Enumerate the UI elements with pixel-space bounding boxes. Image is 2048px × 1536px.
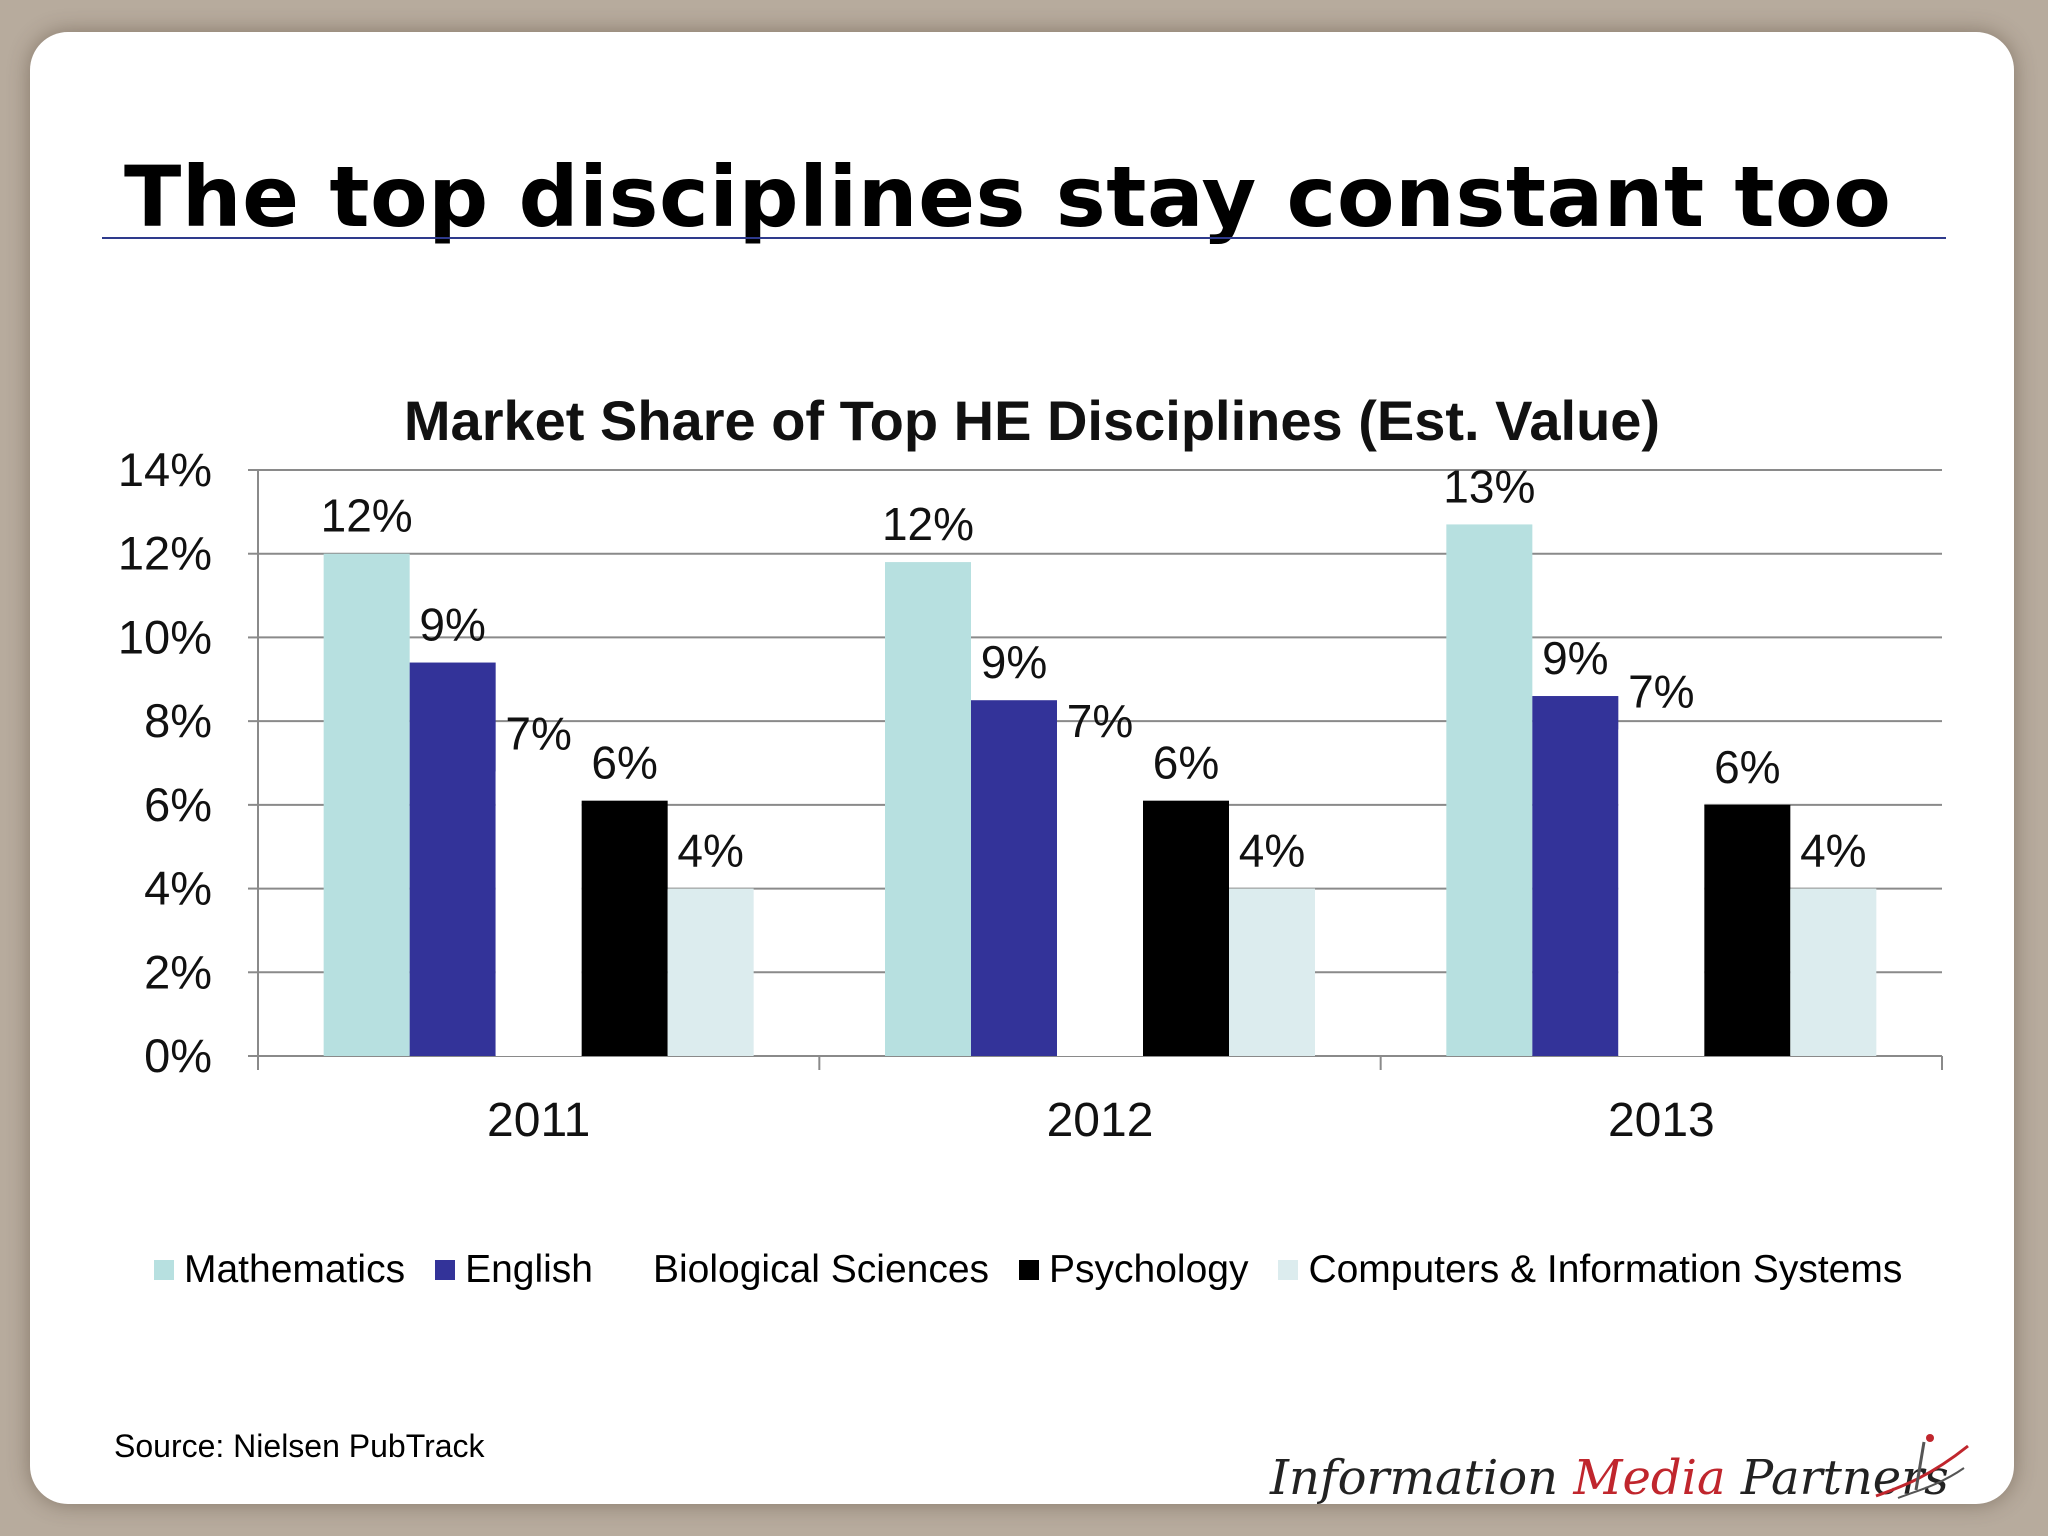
data-label: 7% — [505, 707, 571, 759]
bar — [667, 888, 754, 1056]
y-tick-label: 4% — [144, 862, 212, 915]
bar — [1229, 888, 1315, 1056]
data-label: 7% — [1067, 695, 1133, 747]
bar — [1790, 888, 1877, 1056]
legend-label: Mathematics — [184, 1248, 406, 1291]
data-label: 9% — [1542, 632, 1608, 684]
bar — [409, 662, 496, 1056]
data-label: 6% — [591, 737, 657, 789]
source-note: Source: Nielsen PubTrack — [114, 1428, 485, 1464]
logo-word-partners: Partners — [1740, 1450, 1949, 1504]
legend-item: Computers & Information Systems — [1278, 1248, 1902, 1292]
slide: The top disciplines stay constant too Ma… — [30, 32, 2014, 1504]
bar — [1446, 524, 1533, 1056]
title-underline — [102, 237, 1946, 239]
legend-label: Computers & Information Systems — [1308, 1248, 1903, 1291]
legend-item: English — [435, 1248, 593, 1292]
data-label: 12% — [321, 490, 413, 542]
y-tick-label: 14% — [118, 443, 212, 496]
bar — [1057, 758, 1143, 1056]
y-tick-label: 8% — [144, 694, 212, 747]
legend-swatch — [623, 1260, 643, 1280]
bar — [971, 700, 1057, 1056]
bar — [1618, 729, 1705, 1056]
legend-swatch — [154, 1260, 174, 1280]
data-label: 6% — [1153, 737, 1219, 789]
x-tick-label: 2013 — [1608, 1094, 1715, 1147]
logo-swoosh-icon — [1875, 1434, 1969, 1499]
bar — [581, 800, 668, 1056]
bar — [323, 553, 410, 1056]
legend-item: Mathematics — [154, 1248, 405, 1292]
legend-label: English — [465, 1248, 593, 1291]
chart-title: Market Share of Top HE Disciplines (Est.… — [404, 389, 1660, 452]
data-label: 9% — [981, 636, 1047, 688]
legend-label: Biological Sciences — [653, 1248, 990, 1291]
slide-title: The top disciplines stay constant too — [124, 148, 1892, 246]
legend-swatch — [1278, 1260, 1299, 1280]
legend-label: Psychology — [1049, 1248, 1249, 1291]
x-tick-label: 2012 — [1047, 1094, 1154, 1147]
data-label: 9% — [419, 599, 485, 651]
chart-legend: Mathematics English Biological Sciences Psy… — [154, 1240, 1984, 1300]
bar-chart: Market Share of Top HE Disciplines (Est.… — [118, 389, 1943, 1147]
logo-word-media: Media — [1573, 1450, 1726, 1504]
data-label: 13% — [1443, 460, 1535, 512]
y-tick-label: 2% — [144, 945, 212, 998]
y-tick-label: 0% — [144, 1029, 212, 1082]
y-tick-label: 6% — [144, 778, 212, 831]
data-label: 7% — [1628, 666, 1694, 718]
bar — [1143, 800, 1229, 1056]
data-label: 6% — [1714, 741, 1780, 793]
bar — [1704, 804, 1791, 1056]
logo-word-information: Information — [1270, 1450, 1559, 1504]
data-label: 4% — [1800, 825, 1866, 877]
company-logo: Information Media Partners — [1270, 1450, 1949, 1504]
x-tick-label: 2011 — [487, 1094, 590, 1147]
legend-swatch — [1019, 1260, 1040, 1280]
bar — [495, 771, 582, 1056]
bar — [885, 562, 971, 1056]
y-tick-label: 10% — [118, 610, 212, 663]
legend-item: Biological Sciences — [623, 1248, 989, 1292]
data-label: 4% — [1239, 825, 1305, 877]
data-label: 4% — [677, 825, 743, 877]
data-label: 12% — [882, 498, 974, 550]
legend-swatch — [435, 1260, 456, 1280]
bar — [1532, 696, 1619, 1056]
y-tick-label: 12% — [118, 527, 212, 580]
legend-item: Psychology — [1019, 1248, 1248, 1292]
